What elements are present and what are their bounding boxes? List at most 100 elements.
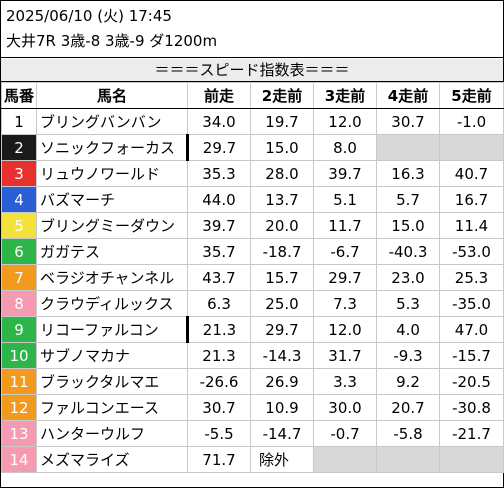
speed-index-cell: -14.3 — [250, 342, 314, 369]
table-row: 2 ソニックフォーカス 29.7 15.0 8.0 — [1, 134, 504, 161]
table-row: 5 ブリングミーダウン 39.7 20.0 11.7 15.0 11.4 — [1, 212, 504, 239]
speed-index-cell: 15.0 — [376, 212, 440, 239]
horse-number: 3 — [1, 160, 37, 187]
speed-index-cell — [376, 134, 440, 161]
speed-index-cell: 5.1 — [313, 186, 377, 213]
speed-index-cell: -30.8 — [439, 394, 504, 421]
speed-index-cell: 29.7 — [187, 134, 251, 161]
speed-index-cell: -0.7 — [313, 420, 377, 447]
speed-index-cell: 15.7 — [250, 264, 314, 291]
speed-index-cell: 13.7 — [250, 186, 314, 213]
horse-name: サブノマカナ — [36, 342, 188, 369]
speed-index-cell: -5.5 — [187, 420, 251, 447]
speed-index-cell: 6.3 — [187, 290, 251, 317]
speed-index-cell: -18.7 — [250, 238, 314, 265]
speed-index-cell: 19.7 — [250, 108, 314, 135]
horse-name: ベラジオチャンネル — [36, 264, 188, 291]
speed-index-cell: 11.4 — [439, 212, 504, 239]
speed-index-cell: 15.0 — [250, 134, 314, 161]
speed-index-cell: 30.0 — [313, 394, 377, 421]
speed-index-cell: 40.7 — [439, 160, 504, 187]
divider — [1, 81, 503, 82]
table-row: 4 バズマーチ 44.0 13.7 5.1 5.7 16.7 — [1, 186, 504, 213]
speed-index-cell: 16.7 — [439, 186, 504, 213]
horse-number: 4 — [1, 186, 37, 213]
table-title: ＝＝＝スピード指数表＝＝＝ — [1, 59, 503, 81]
horse-name: ブラックタルマエ — [36, 368, 188, 395]
speed-index-cell: -5.8 — [376, 420, 440, 447]
speed-index-cell: 35.7 — [187, 238, 251, 265]
speed-index-cell: 7.3 — [313, 290, 377, 317]
speed-index-cell: 26.9 — [250, 368, 314, 395]
speed-index-cell: 29.7 — [313, 264, 377, 291]
speed-index-cell: 16.3 — [376, 160, 440, 187]
horse-name: リコーファルコン — [36, 316, 189, 343]
horse-number: 12 — [1, 394, 37, 421]
speed-index-cell — [376, 446, 440, 473]
speed-index-cell: 31.7 — [313, 342, 377, 369]
col-header-4-races-ago: 4走前 — [376, 82, 440, 109]
col-header-2-races-ago: 2走前 — [250, 82, 314, 109]
horse-number: 1 — [1, 108, 37, 135]
horse-name: ファルコンエース — [36, 394, 188, 421]
horse-name: クラウディルックス — [36, 290, 188, 317]
col-header-number: 馬番 — [1, 82, 37, 109]
speed-index-cell: 11.7 — [313, 212, 377, 239]
speed-index-cell — [439, 134, 504, 161]
speed-index-cell: 20.7 — [376, 394, 440, 421]
horse-name: ハンターウルフ — [36, 420, 188, 447]
horse-number: 5 — [1, 212, 37, 239]
speed-index-cell: 47.0 — [439, 316, 504, 343]
speed-index-cell: -9.3 — [376, 342, 440, 369]
table-row: 9 リコーファルコン 21.3 29.7 12.0 4.0 47.0 — [1, 316, 504, 343]
horse-number: 7 — [1, 264, 37, 291]
horse-name: リュウノワールド — [36, 160, 188, 187]
speed-index-cell: -53.0 — [439, 238, 504, 265]
speed-index-cell: 23.0 — [376, 264, 440, 291]
speed-index-cell: 5.3 — [376, 290, 440, 317]
speed-index-cell: 4.0 — [376, 316, 440, 343]
horse-number: 6 — [1, 238, 37, 265]
speed-index-cell: -21.7 — [439, 420, 504, 447]
race-info-label: 大井7R 3歳-8 3歳-9 ダ1200m — [6, 32, 218, 50]
table-row: 7 ベラジオチャンネル 43.7 15.7 29.7 23.0 25.3 — [1, 264, 504, 291]
table-row: 12 ファルコンエース 30.7 10.9 30.0 20.7 -30.8 — [1, 394, 504, 421]
table-row: 10 サブノマカナ 21.3 -14.3 31.7 -9.3 -15.7 — [1, 342, 504, 369]
speed-index-cell: -26.6 — [187, 368, 251, 395]
speed-index-cell: 30.7 — [376, 108, 440, 135]
speed-index-cell: 除外 — [250, 446, 314, 473]
speed-index-cell: 3.3 — [313, 368, 377, 395]
speed-index-cell: 39.7 — [187, 212, 251, 239]
speed-index-cell: 71.7 — [187, 446, 251, 473]
speed-index-cell: 12.0 — [313, 316, 377, 343]
horse-number: 10 — [1, 342, 37, 369]
table-row: 14 メズマライズ 71.7 除外 — [1, 446, 504, 473]
horse-name: メズマライズ — [36, 446, 188, 473]
speed-index-cell: -15.7 — [439, 342, 504, 369]
speed-index-cell: 30.7 — [187, 394, 251, 421]
speed-index-cell: 25.0 — [250, 290, 314, 317]
datetime-label: 2025/06/10 (火) 17:45 — [6, 7, 172, 25]
speed-index-cell: 29.7 — [250, 316, 314, 343]
speed-index-cell: 39.7 — [313, 160, 377, 187]
speed-index-cell: 28.0 — [250, 160, 314, 187]
horse-number: 14 — [1, 446, 37, 473]
speed-index-cell: -6.7 — [313, 238, 377, 265]
horse-number: 9 — [1, 316, 37, 343]
speed-index-cell: -20.5 — [439, 368, 504, 395]
divider — [1, 57, 503, 58]
table-row: 8 クラウディルックス 6.3 25.0 7.3 5.3 -35.0 — [1, 290, 504, 317]
table-row: 1 ブリングバンバン 34.0 19.7 12.0 30.7 -1.0 — [1, 108, 504, 135]
table-header-row: 馬番 馬名 前走 2走前 3走前 4走前 5走前 — [1, 82, 504, 109]
speed-index-cell: 21.3 — [187, 316, 251, 343]
col-header-name: 馬名 — [36, 82, 188, 109]
horse-name: ソニックフォーカス — [36, 134, 189, 161]
horse-name: バズマーチ — [36, 186, 188, 213]
speed-index-cell: -40.3 — [376, 238, 440, 265]
speed-index-cell: 9.2 — [376, 368, 440, 395]
horse-number: 8 — [1, 290, 37, 317]
col-header-5-races-ago: 5走前 — [439, 82, 504, 109]
speed-index-cell: 35.3 — [187, 160, 251, 187]
speed-index-cell: 44.0 — [187, 186, 251, 213]
speed-index-cell: -1.0 — [439, 108, 504, 135]
